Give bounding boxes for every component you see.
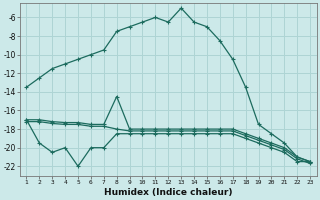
X-axis label: Humidex (Indice chaleur): Humidex (Indice chaleur) [104, 188, 233, 197]
